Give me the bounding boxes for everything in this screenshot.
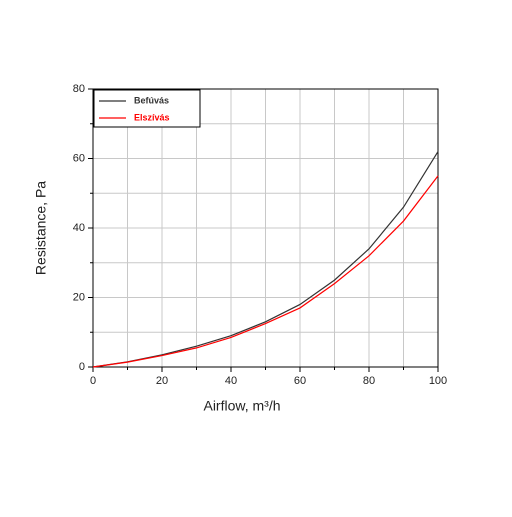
plot-frame <box>92 88 439 368</box>
x-tick-label: 100 <box>429 375 447 387</box>
legend-label: Elszívás <box>134 112 170 122</box>
legend-label: Befúvás <box>134 95 169 105</box>
x-tick-label: 60 <box>294 375 306 387</box>
y-tick-label: 0 <box>79 361 85 373</box>
y-tick-label: 40 <box>73 222 85 234</box>
legend-box <box>93 89 201 128</box>
y-tick-label: 20 <box>73 291 85 303</box>
x-tick-label: 0 <box>90 375 96 387</box>
y-tick-label: 80 <box>73 83 85 95</box>
y-tick-label: 60 <box>73 152 85 164</box>
x-tick-label: 80 <box>363 375 375 387</box>
x-tick-label: 40 <box>225 375 237 387</box>
line-series <box>92 175 439 368</box>
y-axis-label: Resistance, Pa <box>33 181 49 275</box>
x-axis-label: Airflow, m³/h <box>203 398 280 414</box>
x-tick-label: 20 <box>156 375 168 387</box>
